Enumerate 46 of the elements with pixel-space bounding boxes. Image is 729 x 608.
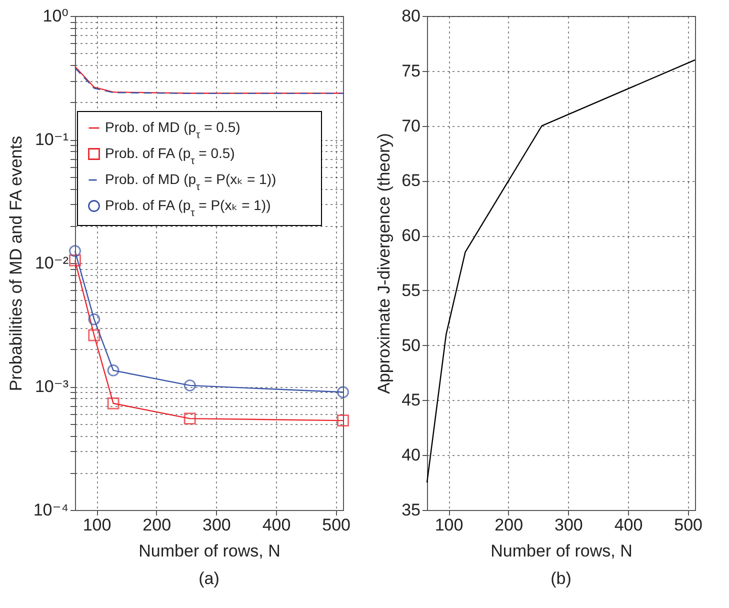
legend-label: Prob. of MD (p$_{τ}$ = P(xₖ = 1)) [105, 171, 276, 193]
x-tick-label: 500 [674, 516, 703, 534]
point [88, 313, 100, 326]
y-axis-title: Probabilities of MD and FA events [6, 136, 26, 392]
y-axis-title: Approximate J-divergence (theory) [374, 133, 394, 394]
x-tick-label: 400 [262, 516, 291, 534]
legend-label: Prob. of FA (p$_{τ}$ = 0.5) [105, 145, 235, 167]
y-tick-label: 80 [402, 6, 420, 26]
y-tick-label: 10⁻² [34, 254, 69, 272]
y-tick-label: 60 [402, 226, 420, 246]
text: (a) [198, 569, 220, 588]
y-tick-label: 50 [402, 336, 420, 355]
point [69, 254, 81, 266]
legend-label: Prob. of MD (p$_{τ}$ = 0.5) [105, 119, 240, 141]
y-tick-label: 75 [402, 61, 420, 80]
x-tick-label: 100 [434, 516, 464, 534]
y-tick-label: 10⁻³ [34, 377, 69, 396]
x-tick-label: 400 [614, 516, 643, 534]
x-tick-label: 200 [494, 516, 524, 534]
point [69, 245, 81, 258]
y-tick-label: 45 [402, 390, 420, 410]
x-tick-label: 500 [322, 516, 351, 534]
y-tick-label: 10⁰ [42, 6, 69, 26]
x-tick-label: 300 [202, 516, 231, 534]
point [337, 414, 349, 427]
y-tick-label: 55 [402, 280, 420, 300]
point [184, 379, 196, 392]
y-tick-label: 10⁻⁴ [33, 500, 68, 520]
x-tick-label: 200 [142, 516, 172, 534]
y-tick-label: 35 [402, 500, 420, 520]
x-axis-title: Number of rows, N [138, 542, 280, 560]
legend-label: Prob. of FA (p$_{τ}$ = P(xₖ = 1)) [105, 197, 271, 219]
point [184, 412, 196, 425]
y-tick-label: 40 [402, 446, 420, 465]
y-tick-label: 65 [402, 171, 420, 190]
point [88, 329, 100, 342]
x-tick-label: 300 [554, 516, 583, 534]
point [107, 364, 120, 376]
point [337, 386, 349, 398]
y-tick-label: 70 [402, 116, 420, 136]
y-tick-label: 10⁻¹ [34, 130, 69, 149]
line-series [426, 59, 696, 484]
text: (b) [550, 569, 572, 588]
x-tick-label: 100 [82, 516, 112, 534]
point [107, 397, 120, 410]
x-axis-title: Number of rows, N [490, 542, 632, 560]
